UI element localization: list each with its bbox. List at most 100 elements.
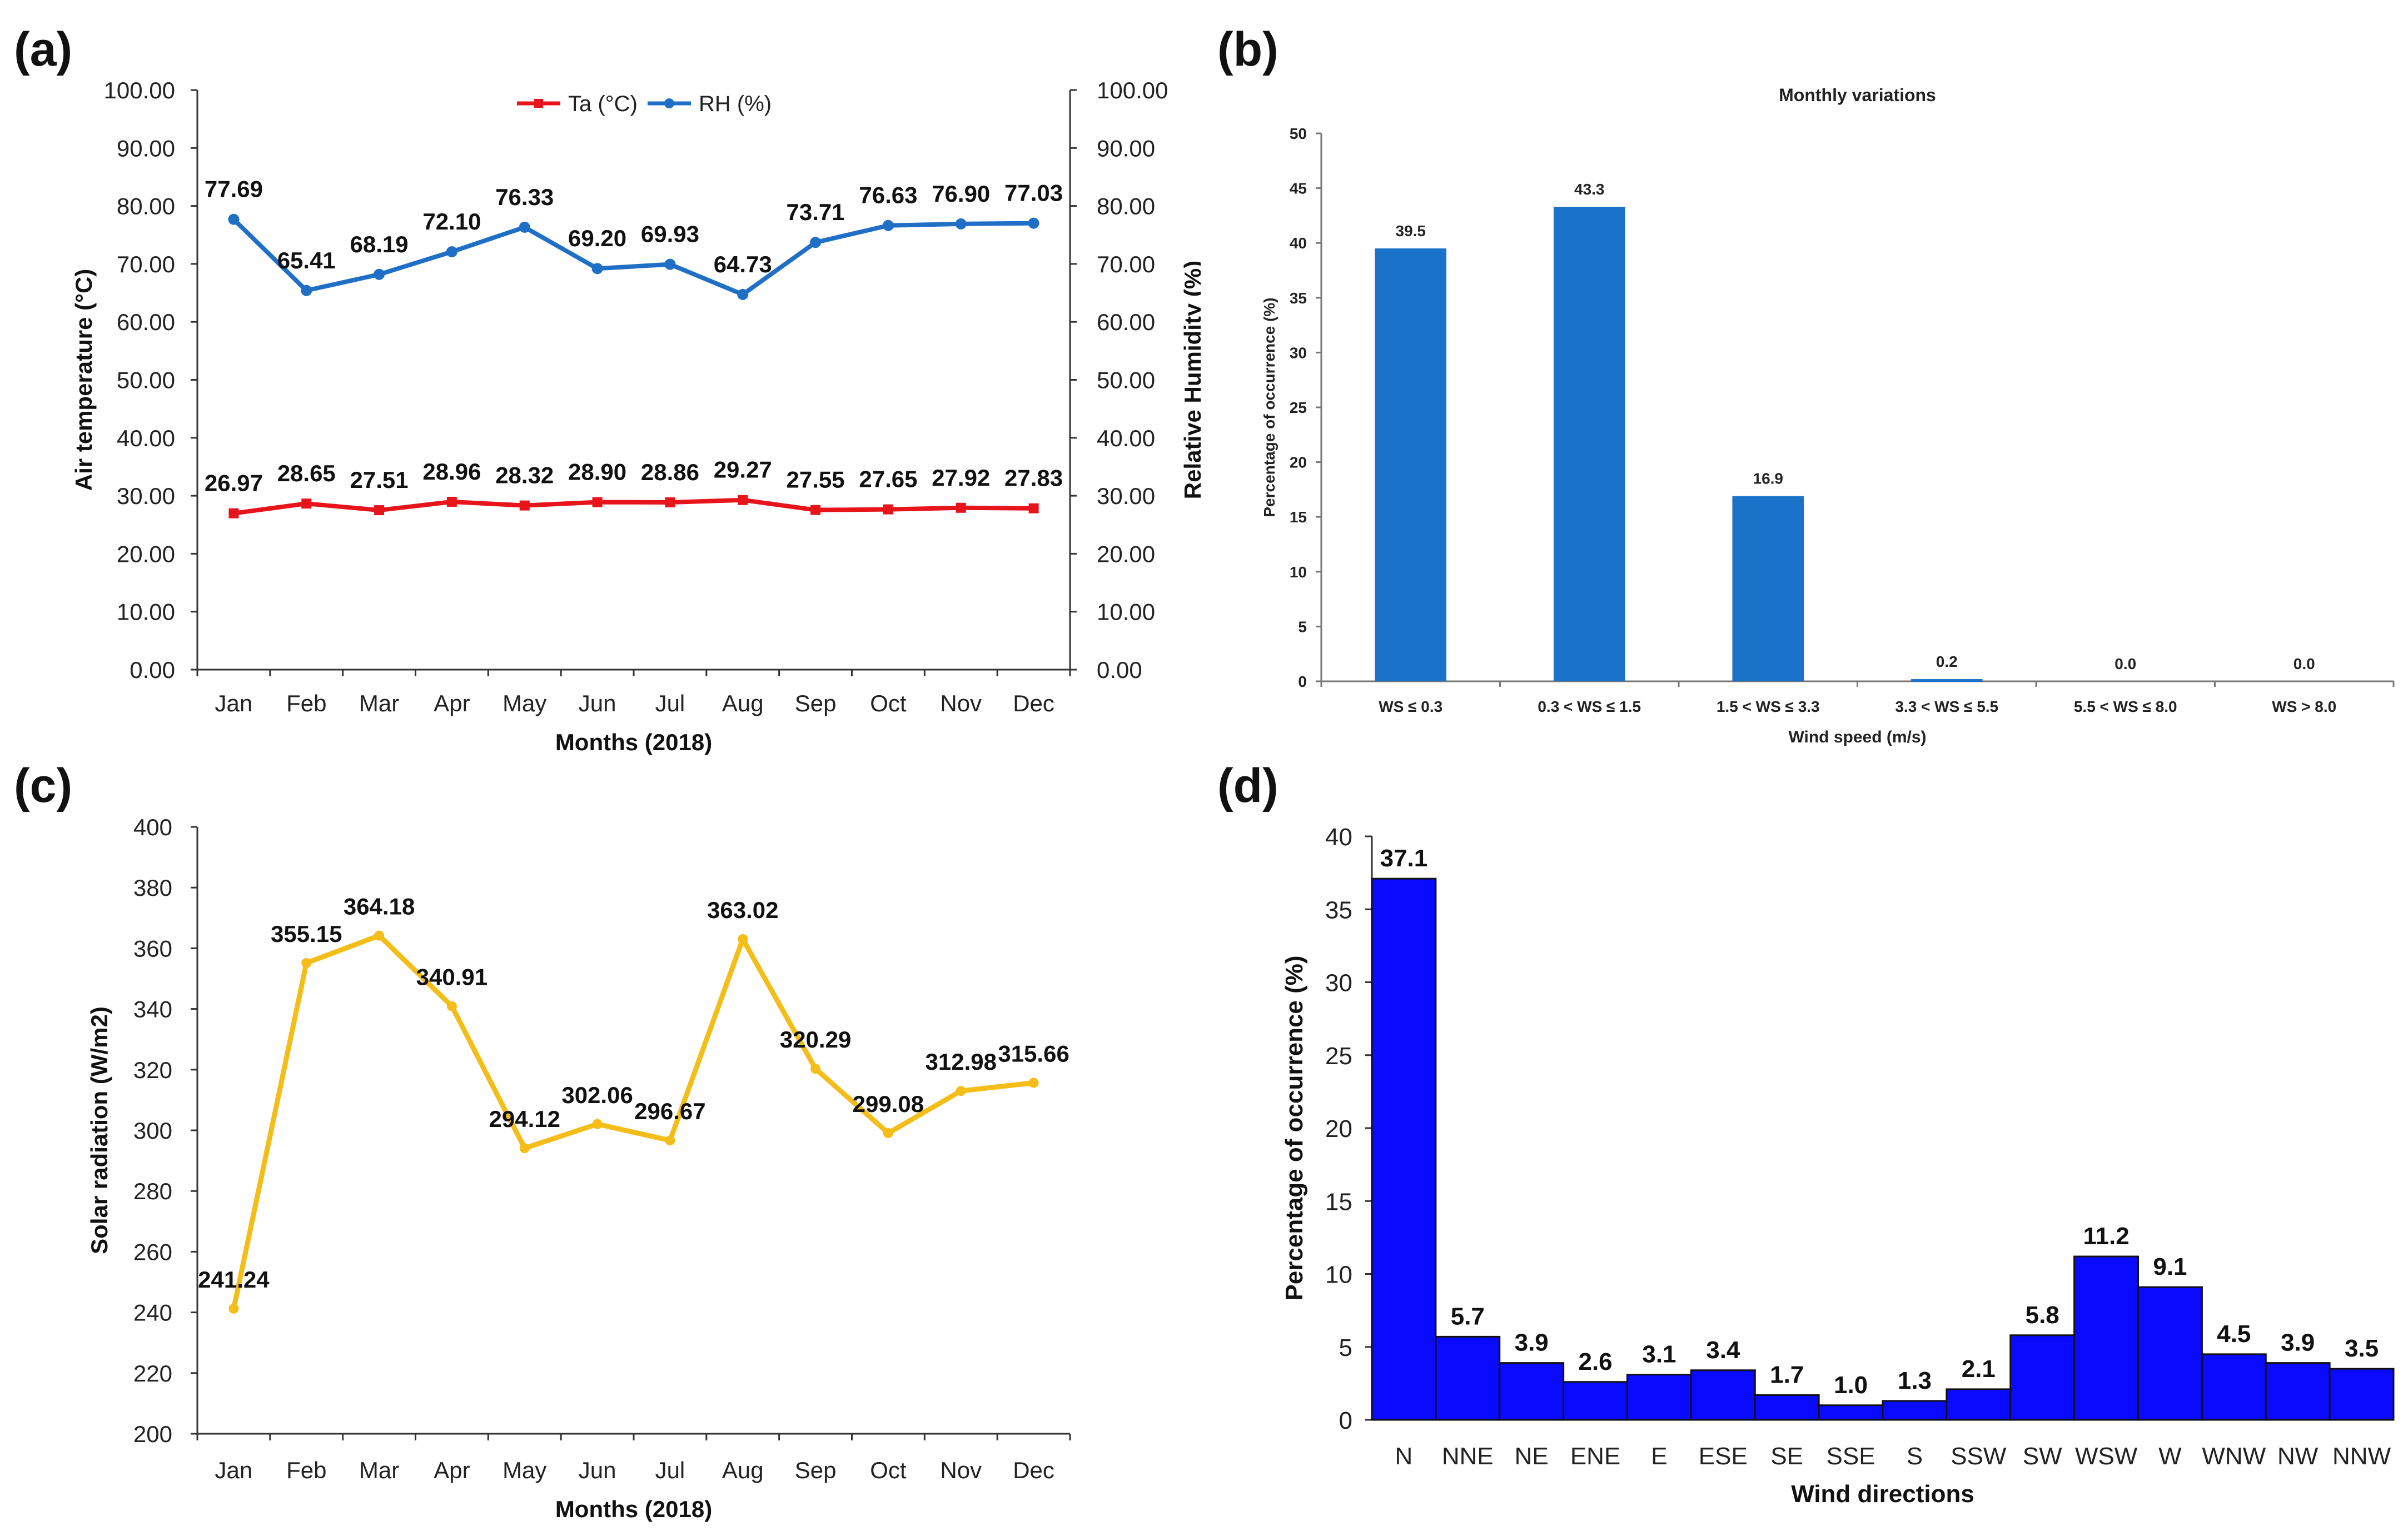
c-ytick-label: 220 bbox=[133, 1360, 172, 1387]
d-xtick-label: NNE bbox=[1442, 1443, 1494, 1470]
a-point-ta bbox=[592, 497, 603, 507]
a-point-ta bbox=[228, 508, 239, 518]
a-data-label-ta: 28.32 bbox=[495, 462, 554, 488]
c-ytick-label: 360 bbox=[133, 935, 172, 961]
a-legend-marker bbox=[534, 99, 543, 108]
c-ytick-label: 400 bbox=[133, 814, 172, 840]
a-point-ta bbox=[301, 498, 312, 509]
a-data-label-rh: 64.73 bbox=[714, 251, 772, 277]
a-data-label-ta: 27.65 bbox=[859, 466, 917, 492]
c-xtick-label: Feb bbox=[286, 1457, 326, 1483]
a-data-label-rh: 76.90 bbox=[932, 181, 990, 207]
d-ytick-label: 30 bbox=[1325, 970, 1352, 997]
a-point-ta bbox=[374, 505, 385, 516]
b-x-axis-title: Wind speed (m/s) bbox=[1788, 728, 1926, 746]
chart-b-wind-speed: Monthly variations 0 5 10 15 20 25 30 35 40 45 50 39… bbox=[1261, 85, 2395, 746]
a-point-rh bbox=[374, 268, 385, 280]
a-legend-label: Ta (°C) bbox=[568, 92, 638, 116]
d-bar bbox=[2073, 1255, 2139, 1421]
d-bar bbox=[1818, 1404, 1884, 1421]
b-bar bbox=[1732, 496, 1804, 681]
d-bar bbox=[2009, 1334, 2076, 1421]
c-y-axis-title: Solar radiation (W/m2) bbox=[86, 1006, 112, 1254]
a-ytick-label-left: 30.00 bbox=[117, 483, 175, 509]
d-xtick-label: WSW bbox=[2075, 1443, 2138, 1470]
d-xtick-label: SSW bbox=[1951, 1443, 2007, 1470]
d-bar bbox=[1626, 1374, 1692, 1421]
a-ytick-label-left: 100.00 bbox=[104, 77, 175, 103]
c-data-label: 340.91 bbox=[416, 964, 487, 990]
a-data-label-rh: 76.63 bbox=[859, 182, 917, 208]
a-xtick-label: Mar bbox=[359, 690, 399, 716]
chart-d-wind-directions: 0 5 10 15 20 25 30 35 40 37.1 N 5.7 NNE 3.9 NE 2.6 ENE 3.… bbox=[1281, 824, 2395, 1508]
b-ytick-label: 50 bbox=[1290, 125, 1307, 142]
d-data-label: 9.1 bbox=[2153, 1253, 2187, 1280]
a-point-rh bbox=[737, 288, 749, 300]
d-bar bbox=[1435, 1335, 1501, 1421]
a-xtick-label: Feb bbox=[286, 690, 326, 716]
d-data-label: 3.4 bbox=[1706, 1336, 1740, 1364]
a-xtick-label: Jul bbox=[655, 690, 685, 716]
a-legend-marker bbox=[664, 98, 674, 108]
b-xtick-label: WS > 8.0 bbox=[2272, 698, 2336, 715]
a-data-label-rh: 68.19 bbox=[350, 231, 409, 257]
a-xtick-label: Dec bbox=[1013, 690, 1054, 716]
d-data-label: 5.8 bbox=[2026, 1301, 2059, 1329]
a-y2-axis-title: Relative Humidity (%) bbox=[1180, 261, 1201, 499]
a-xtick-label: May bbox=[503, 690, 546, 716]
c-ytick-label: 240 bbox=[133, 1300, 172, 1326]
a-ytick-label-left: 10.00 bbox=[117, 599, 175, 625]
a-point-ta bbox=[883, 504, 893, 515]
a-y-axis-title: Air temperature (°C) bbox=[71, 269, 97, 491]
a-xtick-label: Jan bbox=[215, 690, 253, 716]
a-ytick-label-right: 40.00 bbox=[1097, 425, 1155, 451]
panel-label-a: (a) bbox=[14, 23, 73, 76]
a-data-label-ta: 27.51 bbox=[350, 467, 409, 493]
a-point-ta bbox=[738, 495, 748, 505]
a-ytick-label-left: 60.00 bbox=[117, 309, 175, 335]
d-bar bbox=[1690, 1369, 1756, 1421]
c-ytick-label: 320 bbox=[133, 1057, 172, 1083]
d-data-label: 3.9 bbox=[1515, 1329, 1549, 1357]
a-point-rh bbox=[810, 237, 822, 248]
d-data-label: 1.0 bbox=[1834, 1372, 1868, 1399]
c-point bbox=[592, 1119, 603, 1129]
a-data-label-ta: 29.27 bbox=[714, 457, 772, 483]
b-bar bbox=[1553, 207, 1625, 681]
a-data-label-rh: 73.71 bbox=[787, 199, 845, 225]
a-point-rh bbox=[955, 218, 967, 230]
d-ytick-label: 35 bbox=[1325, 896, 1352, 924]
c-ytick-label: 300 bbox=[133, 1118, 172, 1144]
a-ytick-label-right: 30.00 bbox=[1097, 483, 1155, 509]
a-point-ta bbox=[519, 500, 530, 511]
b-ytick-label: 5 bbox=[1298, 618, 1307, 635]
d-xtick-label: SSE bbox=[1827, 1443, 1875, 1470]
b-xtick-label: 3.3 < WS ≤ 5.5 bbox=[1895, 698, 1998, 715]
c-data-label: 299.08 bbox=[853, 1091, 924, 1117]
d-y-axis-title: Percentage of occurrence (%) bbox=[1281, 955, 1308, 1300]
c-xtick-label: May bbox=[503, 1457, 546, 1483]
a-point-rh bbox=[228, 213, 240, 225]
a-data-label-ta: 28.90 bbox=[568, 459, 626, 485]
d-bar bbox=[1371, 877, 1437, 1421]
b-ytick-label: 30 bbox=[1290, 344, 1307, 361]
a-ytick-label-right: 90.00 bbox=[1097, 135, 1155, 161]
b-data-label: 43.3 bbox=[1574, 181, 1605, 198]
c-data-label: 315.66 bbox=[998, 1040, 1069, 1066]
d-bar bbox=[1946, 1388, 2012, 1421]
b-ytick-label: 45 bbox=[1290, 180, 1307, 197]
c-xtick-label: Jun bbox=[579, 1457, 616, 1483]
b-ytick-label: 10 bbox=[1290, 563, 1307, 581]
b-ytick-label: 40 bbox=[1290, 235, 1307, 252]
b-bar bbox=[1375, 248, 1447, 681]
b-xtick-label: 5.5 < WS ≤ 8.0 bbox=[2074, 698, 2177, 715]
a-point-rh bbox=[591, 263, 603, 275]
d-xtick-label: W bbox=[2158, 1443, 2182, 1470]
c-point bbox=[446, 1001, 457, 1011]
a-data-label-ta: 27.92 bbox=[932, 465, 990, 491]
a-ytick-label-left: 0.00 bbox=[130, 657, 175, 683]
c-ytick-label: 340 bbox=[133, 996, 172, 1023]
panel-label-d: (d) bbox=[1217, 759, 1278, 812]
a-data-label-ta: 27.55 bbox=[787, 467, 845, 493]
c-data-label: 302.06 bbox=[561, 1082, 633, 1108]
